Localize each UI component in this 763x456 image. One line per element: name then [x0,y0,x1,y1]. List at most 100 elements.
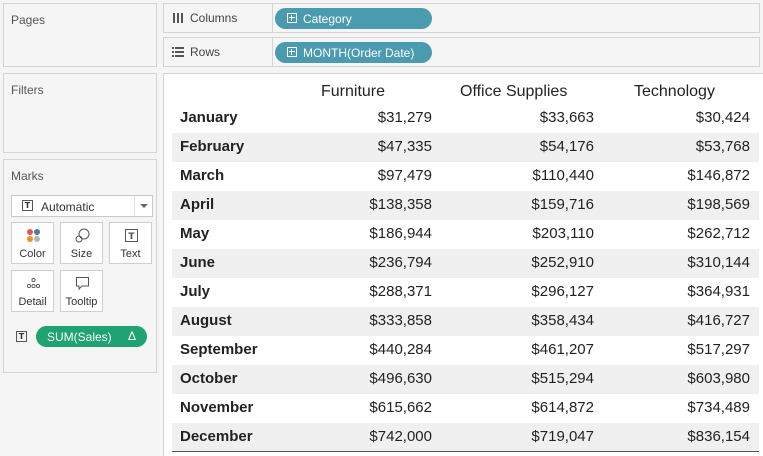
mark-type-label: Automatic [41,200,95,214]
mark-type-dropdown[interactable]: T Automatic [11,195,153,217]
row-header-month: October [180,370,238,387]
table-row[interactable]: December $742,000 $719,047 $836,154 [172,423,759,452]
pages-title: Pages [11,13,46,27]
expand-plus-icon[interactable] [287,13,297,23]
cell-technology: $310,144 [687,254,750,271]
cell-office-supplies: $110,440 [532,167,594,184]
sum-sales-pill[interactable]: SUM(Sales) Δ [36,326,147,347]
size-label: Size [70,248,93,260]
size-button[interactable]: Size [60,222,103,264]
table-row[interactable]: February $47,335 $54,176 $53,768 [172,133,759,162]
color-icon [27,229,40,242]
filters-title: Filters [11,83,44,97]
cell-furniture: $440,284 [369,341,432,358]
row-header-month: January [180,109,238,126]
cell-furniture: $333,858 [369,312,432,329]
cell-technology: $53,768 [695,138,750,155]
category-pill-label: Category [303,12,352,26]
row-header-month: August [180,312,232,329]
cell-office-supplies: $33,663 [539,109,594,126]
delta-icon: Δ [127,329,136,343]
rows-shelf-label: Rows [164,38,273,66]
tooltip-icon [76,277,89,291]
view-canvas[interactable]: Furniture Office Supplies Technology Jan… [163,73,763,456]
cell-technology: $30,424 [695,109,750,126]
size-icon [75,228,90,243]
table-row[interactable]: August $333,858 $358,434 $416,727 [172,307,759,336]
cell-office-supplies: $719,047 [531,428,594,445]
cell-furniture: $288,371 [369,283,432,300]
columns-icon [173,13,183,23]
cell-office-supplies: $461,207 [531,341,594,358]
rows-icon [172,47,184,57]
row-header-month: April [180,196,215,213]
text-button[interactable]: T Text [109,222,152,264]
expand-plus-icon[interactable] [287,47,297,57]
table-row[interactable]: June $236,794 $252,910 $310,144 [172,249,759,278]
cell-office-supplies: $252,910 [531,254,594,271]
cell-technology: $416,727 [687,312,750,329]
cell-furniture: $186,944 [369,225,432,242]
row-header-month: September [180,341,258,358]
month-order-date-label: MONTH(Order Date) [303,46,415,60]
table-row[interactable]: April $138,358 $159,716 $198,569 [172,191,759,220]
cell-furniture: $31,279 [377,109,432,126]
tooltip-button[interactable]: Tooltip [60,270,103,312]
column-header-furniture[interactable]: Furniture [321,83,386,100]
marks-title: Marks [11,169,44,183]
cell-office-supplies: $515,294 [531,370,594,387]
columns-shelf-label: Columns [164,4,273,32]
cell-office-supplies: $54,176 [539,138,594,155]
tooltip-label: Tooltip [65,296,98,308]
cell-furniture: $496,630 [369,370,432,387]
cell-furniture: $742,000 [369,428,432,445]
cell-furniture: $138,358 [369,196,432,213]
detail-label: Detail [18,296,47,308]
table-row[interactable]: May $186,944 $203,110 $262,712 [172,220,759,249]
table-row[interactable]: July $288,371 $296,127 $364,931 [172,278,759,307]
detail-icon [26,277,41,289]
cell-technology: $146,872 [687,167,750,184]
column-header-technology[interactable]: Technology [634,83,715,100]
chevron-down-icon[interactable] [134,196,152,216]
rows-shelf[interactable]: Rows MONTH(Order Date) [163,37,760,67]
table-row[interactable]: September $440,284 $461,207 $517,297 [172,336,759,365]
text-icon: T [125,229,138,242]
text-encoding-icon[interactable]: T [16,331,27,342]
category-pill[interactable]: Category [275,8,432,29]
rows-label: Rows [190,45,221,59]
cell-furniture: $615,662 [369,399,432,416]
cell-office-supplies: $203,110 [532,225,594,242]
detail-button[interactable]: Detail [11,270,54,312]
table-row[interactable]: January $31,279 $33,663 $30,424 [172,104,759,133]
columns-shelf[interactable]: Columns Category [163,3,760,33]
columns-label: Columns [190,11,238,25]
row-header-month: December [180,428,253,445]
filters-card[interactable]: Filters [3,73,157,153]
cell-office-supplies: $358,434 [531,312,594,329]
cell-technology: $836,154 [687,428,750,445]
cell-technology: $734,489 [687,399,750,416]
cell-furniture: $47,335 [377,138,432,155]
sum-sales-label: SUM(Sales) [47,330,112,344]
table-row[interactable]: March $97,479 $110,440 $146,872 [172,162,759,191]
marks-field-row: T SUM(Sales) Δ [11,326,151,348]
column-header-office-supplies[interactable]: Office Supplies [460,83,568,100]
row-header-month: June [180,254,216,271]
text-mark-icon: T [22,200,33,211]
marks-card: Marks T Automatic Color Size T Text [3,159,157,373]
row-header-month: February [180,138,245,155]
row-header-month: July [180,283,211,300]
pages-card: Pages [3,3,157,67]
cell-technology: $262,712 [687,225,750,242]
table-row[interactable]: November $615,662 $614,872 $734,489 [172,394,759,423]
svg-text:T: T [128,232,135,242]
row-header-month: May [180,225,210,242]
table-bottom-border [172,451,759,452]
table-row[interactable]: October $496,630 $515,294 $603,980 [172,365,759,394]
cell-technology: $364,931 [687,283,750,300]
month-order-date-pill[interactable]: MONTH(Order Date) [275,42,432,63]
color-button[interactable]: Color [11,222,54,264]
cell-technology: $603,980 [687,370,750,387]
cell-office-supplies: $296,127 [531,283,594,300]
